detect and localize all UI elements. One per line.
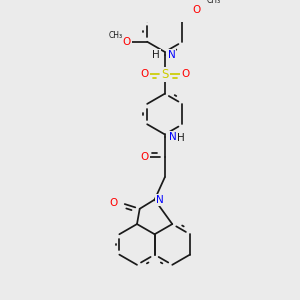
Text: O: O	[193, 5, 201, 15]
Text: O: O	[140, 69, 148, 79]
Text: O: O	[140, 152, 148, 162]
Text: CH₃: CH₃	[109, 31, 123, 40]
Text: O: O	[109, 198, 118, 208]
Text: N: N	[157, 195, 164, 205]
Text: S: S	[161, 68, 169, 81]
Text: CH₃: CH₃	[206, 0, 220, 5]
Text: N: N	[169, 133, 177, 142]
Text: N: N	[168, 50, 175, 60]
Text: H: H	[177, 134, 184, 143]
Text: H: H	[152, 50, 160, 60]
Text: O: O	[123, 37, 131, 47]
Text: O: O	[181, 69, 189, 79]
